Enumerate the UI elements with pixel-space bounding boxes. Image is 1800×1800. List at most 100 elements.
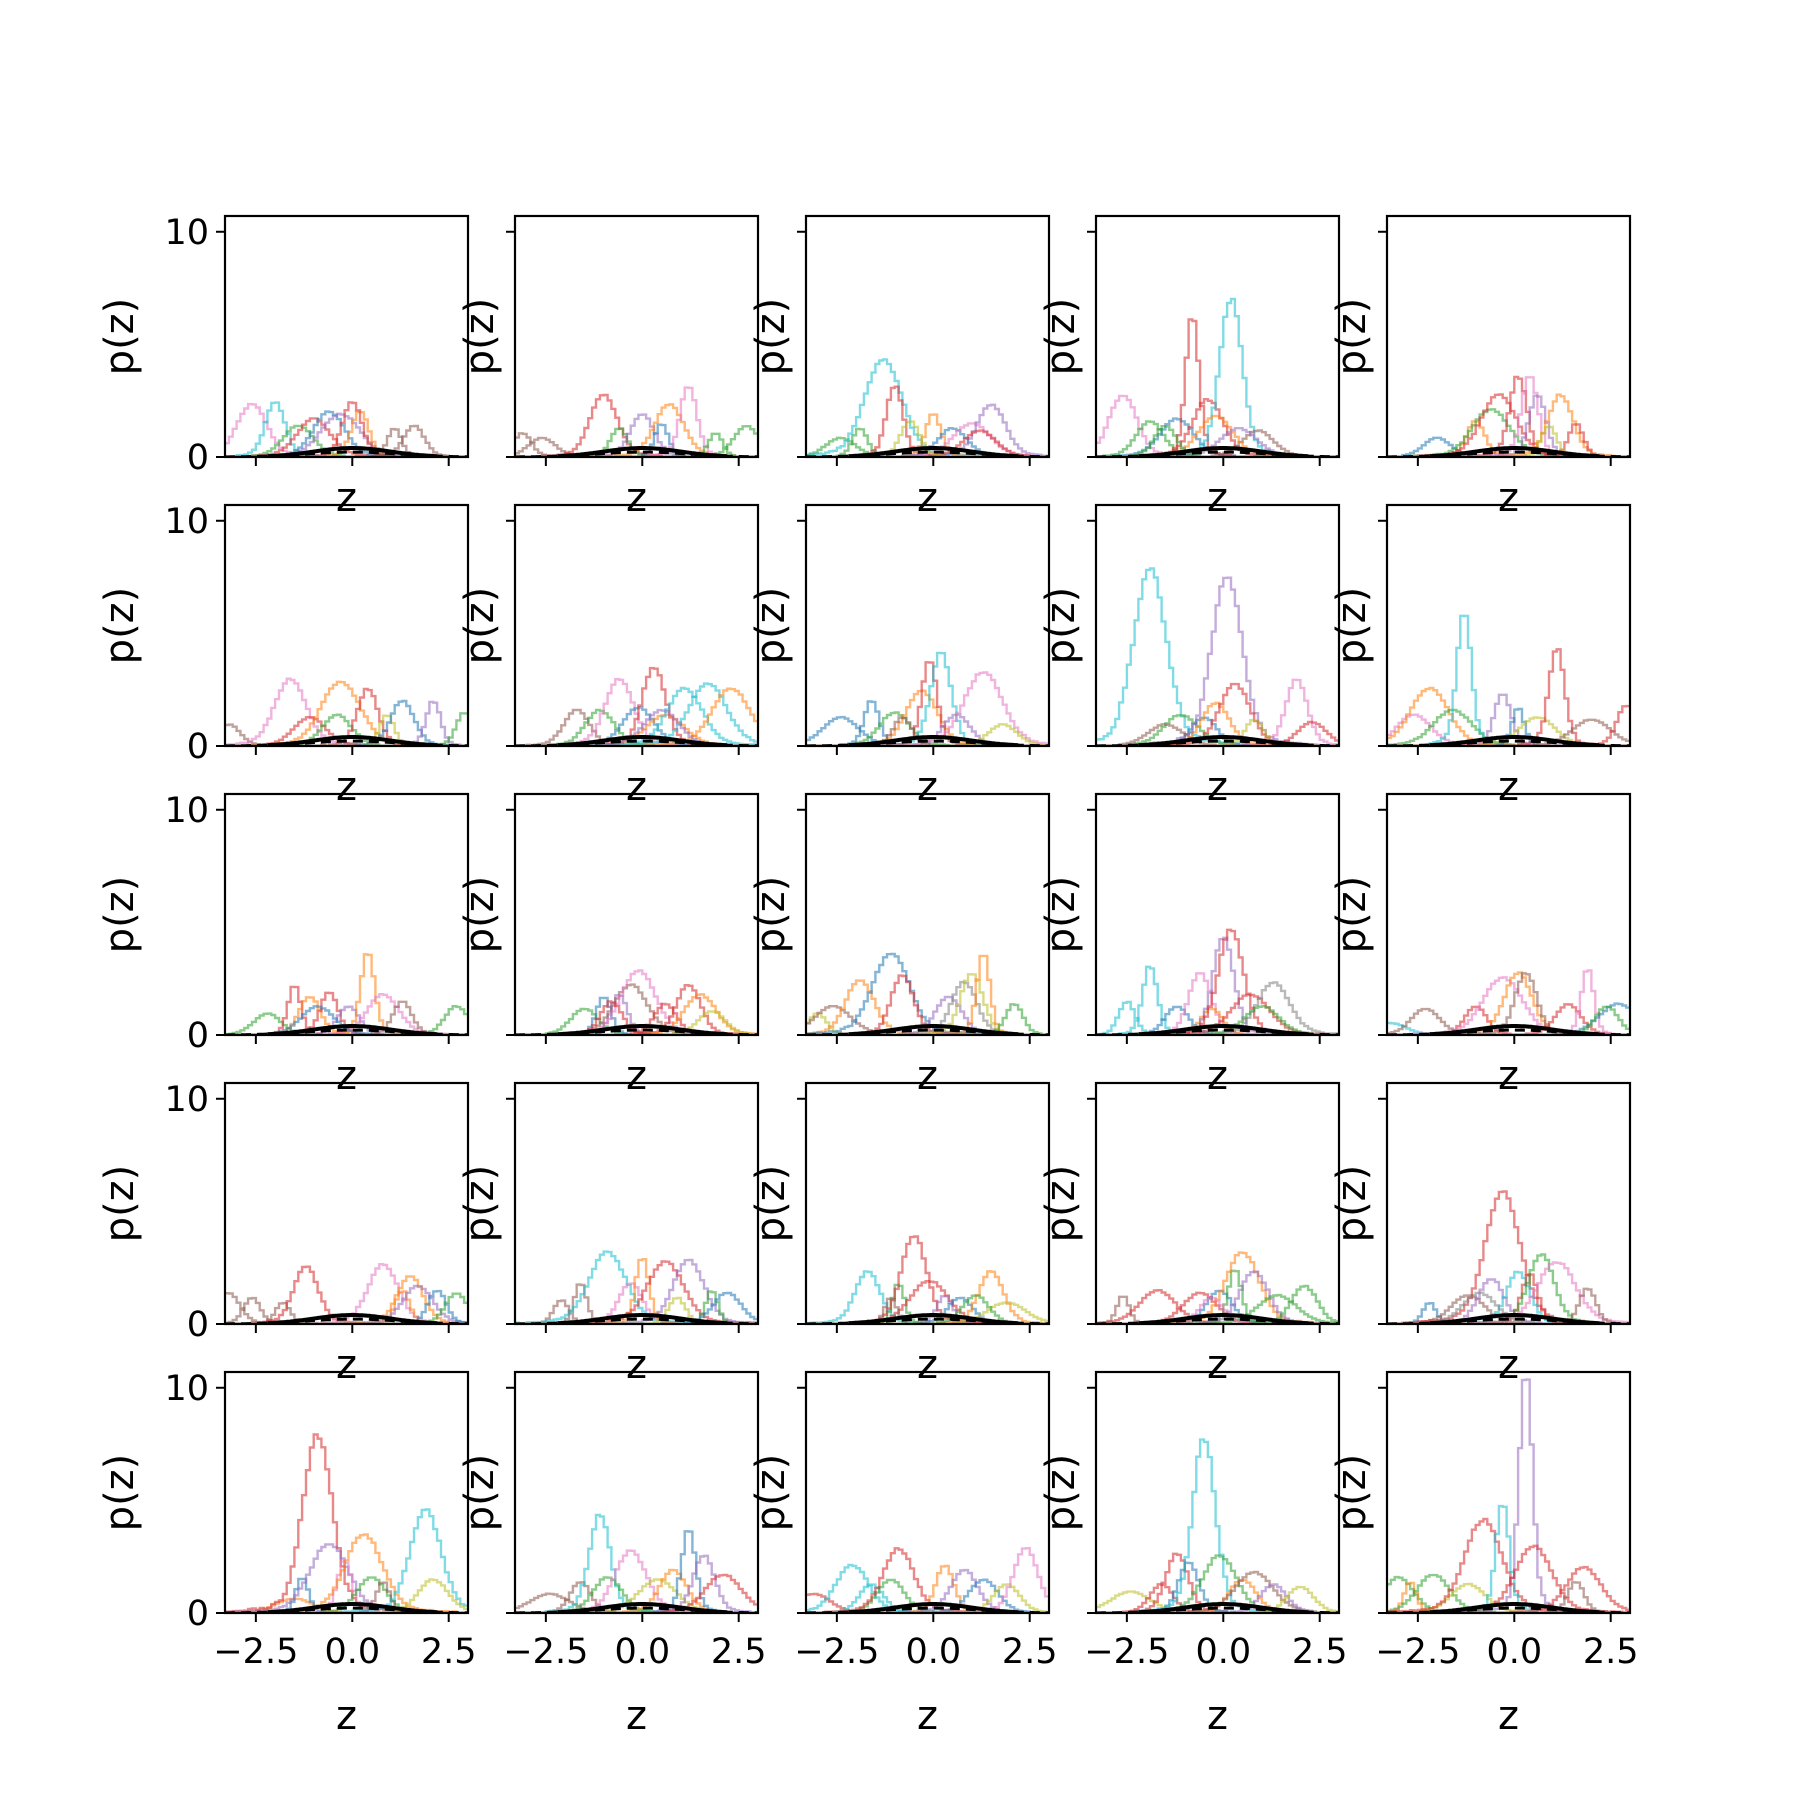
normal-density-line: [1429, 1313, 1600, 1324]
series-step-line: [1387, 718, 1630, 746]
normal-density-line: [1429, 446, 1600, 457]
y-axis-label: p(z): [1329, 1165, 1375, 1243]
normal-density-line: [1138, 1024, 1309, 1035]
normal-density-line: [267, 1313, 438, 1324]
x-tick-label: −2.5: [213, 1632, 298, 1672]
plot-area: [1387, 1378, 1630, 1613]
normal-density-line: [267, 1602, 438, 1613]
series-step-line: [225, 700, 468, 746]
series-step-line: [806, 671, 1049, 746]
series-step-line: [806, 651, 1049, 746]
subplot-r5-c2: −2.5 0.0 2.5 z p(z): [457, 1370, 767, 1739]
y-axis-label: p(z): [97, 587, 143, 665]
subplot-r1-c1: 0 10 z p(z): [97, 213, 470, 521]
series-step-line: [806, 1583, 1049, 1613]
axes-frame: [513, 792, 760, 1037]
x-axis-label: z: [917, 475, 938, 521]
series-step-line: [515, 1002, 758, 1035]
series-step-line: [225, 1284, 468, 1324]
plot-area: [806, 952, 1049, 1035]
series-step-line: [1387, 1378, 1630, 1613]
y-axis-label: p(z): [1329, 587, 1375, 665]
y-axis-label: p(z): [1038, 876, 1084, 954]
series-step-line: [515, 708, 758, 746]
axes-frame: [804, 792, 1051, 1037]
y-axis-label: p(z): [748, 1454, 794, 1532]
x-axis-label: z: [917, 1342, 938, 1388]
series-step-line: [225, 991, 468, 1035]
series-step-line: [225, 1292, 468, 1324]
series-step-line: [1096, 701, 1339, 746]
y-axis-label: p(z): [457, 1165, 503, 1243]
axes-frame: [1385, 1081, 1632, 1326]
normal-density-line: [1429, 1024, 1600, 1035]
series-step-line: [225, 424, 468, 457]
plot-area: [806, 651, 1049, 746]
series-step-line: [515, 425, 758, 457]
normal-density-line: [557, 1024, 728, 1035]
series-step-line: [806, 716, 1049, 746]
normal-density-line: [557, 1602, 728, 1613]
series-step-line: [806, 413, 1049, 457]
x-tick-label: −2.5: [794, 1632, 879, 1672]
series-step-line: [225, 1005, 468, 1035]
series-step-line: [225, 1289, 468, 1324]
series-step-line: [1387, 693, 1630, 746]
series-step-line: [1096, 1296, 1339, 1324]
axes-frame: [1094, 503, 1341, 748]
y-axis-label: p(z): [457, 587, 503, 665]
x-tick-label: 0.0: [1195, 1632, 1251, 1672]
x-axis-label: z: [1207, 1693, 1228, 1739]
series-step-line: [1096, 567, 1339, 746]
series-step-line: [225, 401, 468, 457]
series-step-line: [515, 1299, 758, 1324]
series-step-line: [225, 1012, 468, 1035]
x-axis-label: z: [626, 475, 647, 521]
y-tick-label: 0: [187, 438, 209, 478]
normal-density-line: [1429, 735, 1600, 746]
x-axis-label: z: [336, 1342, 357, 1388]
x-tick-label: 0.0: [614, 1632, 670, 1672]
x-axis-label: z: [1207, 1342, 1228, 1388]
x-axis-label: z: [1498, 1053, 1519, 1099]
series-step-line: [806, 1005, 1049, 1035]
axes-frame: [513, 503, 760, 748]
normal-density-line: [848, 1602, 1019, 1613]
subplot-r2-c2: z p(z): [457, 503, 760, 810]
y-tick-label: 10: [164, 1080, 209, 1120]
series-step-line: [1096, 1295, 1339, 1324]
x-tick-label: 2.5: [711, 1632, 767, 1672]
series-step-line: [515, 994, 758, 1035]
y-axis-label: p(z): [1038, 1165, 1084, 1243]
normal-density-line: [848, 735, 1019, 746]
subplot-r3-c2: z p(z): [457, 792, 760, 1099]
axes-frame: [223, 792, 470, 1037]
axes-frame: [223, 214, 470, 459]
x-axis-label: z: [626, 1342, 647, 1388]
x-axis-label: z: [626, 764, 647, 810]
x-axis-label: z: [336, 764, 357, 810]
series-step-line: [806, 1003, 1049, 1035]
subplot-r4-c1: 0 10 z p(z): [97, 1080, 470, 1388]
plot-area: [1387, 375, 1630, 457]
series-step-line: [1387, 1261, 1630, 1324]
x-axis-label: z: [1207, 475, 1228, 521]
x-tick-label: −2.5: [1084, 1632, 1169, 1672]
series-step-line: [806, 1301, 1049, 1324]
subplot-r3-c5: z p(z): [1329, 792, 1632, 1099]
series-step-line: [1096, 678, 1339, 746]
y-axis-label: p(z): [748, 587, 794, 665]
series-step-line: [806, 1564, 1049, 1613]
series-step-line: [1096, 1293, 1339, 1324]
series-step-line: [1096, 318, 1339, 457]
series-step-line: [225, 410, 468, 457]
y-axis-label: p(z): [97, 298, 143, 376]
x-axis-label: z: [1207, 764, 1228, 810]
y-tick-label: 0: [187, 1594, 209, 1634]
subplot-r2-c4: z p(z): [1038, 503, 1341, 810]
series-step-line: [806, 427, 1049, 457]
y-axis-label: p(z): [1038, 587, 1084, 665]
x-axis-label: z: [336, 1693, 357, 1739]
axes-frame: [1385, 792, 1632, 1037]
